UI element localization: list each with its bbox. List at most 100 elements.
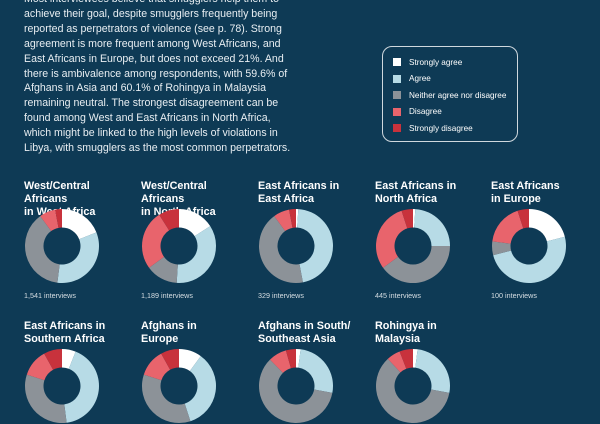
donut-chart [492, 209, 566, 283]
chart-title-line: in Europe [491, 193, 541, 205]
donut-slice-disagree [274, 209, 293, 232]
donut-slice-agree [415, 349, 450, 393]
chart-title-line: West/Central Africans [24, 180, 90, 205]
donut-slice-agree [297, 209, 333, 283]
donut-chart [25, 209, 100, 283]
legend-label: Strongly agree [409, 57, 463, 67]
legend-swatch-strongly-agree [393, 58, 401, 67]
chart-panel-afghans-europe: Afghans in Europe [141, 320, 251, 423]
donut-slice-neutral [25, 216, 60, 283]
donut-slice-neutral [149, 256, 178, 283]
intro-paragraph: Most interviewees believe that smugglers… [24, 0, 291, 155]
donut-slice-strongly-agree [296, 209, 299, 228]
chart-title-line: Southeast Asia [258, 333, 336, 345]
interview-count: 329 interviews [258, 291, 304, 300]
legend-label: Neither agree nor disagree [409, 90, 507, 100]
donut-slice-neutral [25, 374, 67, 423]
donut-chart [376, 209, 450, 283]
interview-count: 1,189 interviews [141, 291, 193, 300]
donut-chart [142, 349, 216, 423]
donut-slice-strongly-agree [296, 349, 301, 368]
legend-item-agree: Agree [393, 71, 507, 88]
chart-title-line: North Africa [375, 193, 437, 205]
donut-slice-strongly-disagree [289, 209, 296, 228]
donut-slice-strongly-disagree [44, 349, 62, 370]
donut-slice-disagree [26, 353, 54, 381]
donut-chart [259, 209, 333, 283]
donut-slice-disagree [143, 353, 171, 381]
chart-title: Afghans in South/ Southeast Asia [258, 320, 368, 346]
chart-panel-westcentral-west-africa: West/Central Africans in West Africa 1,5… [24, 180, 134, 300]
interview-count: 100 interviews [491, 291, 537, 300]
donut-slice-agree [414, 209, 450, 246]
legend-label: Agree [409, 74, 431, 84]
chart-title: Afghans in Europe [141, 320, 251, 346]
chart-title: East Africans in Southern Africa [24, 320, 134, 346]
donut-slice-agree [57, 232, 100, 283]
donut-slice-disagree [40, 209, 59, 232]
legend-item-strongly-disagree: Strongly disagree [393, 120, 507, 137]
donut-slice-neutral [383, 246, 450, 283]
donut-slice-strongly-agree [179, 209, 211, 237]
chart-panel-westcentral-north-africa: West/Central Africans in North Africa 1,… [141, 180, 251, 300]
legend-label: Strongly disagree [409, 123, 473, 133]
donut-chart [142, 209, 216, 283]
chart-title: East Africans in Europe [491, 180, 600, 206]
donut-slice-disagree [492, 210, 524, 244]
donut-slice-strongly-agree [179, 349, 201, 372]
donut-slice-strongly-disagree [55, 209, 62, 228]
donut-slice-strongly-agree [529, 209, 565, 242]
donut-slice-agree [493, 236, 566, 283]
donut-slice-neutral [142, 374, 191, 423]
chart-title-line: Europe [141, 333, 179, 345]
legend-item-disagree: Disagree [393, 104, 507, 121]
chart-panel-east-east-africa: East Africans in East Africa 329 intervi… [258, 180, 368, 300]
chart-title-line: Afghans in [141, 320, 197, 332]
legend-swatch-disagree [393, 107, 401, 116]
donut-slice-strongly-disagree [401, 209, 413, 229]
chart-panel-east-southern-africa: East Africans in Southern Africa [24, 320, 134, 423]
chart-panel-afghans-asia: Afghans in South/ Southeast Asia [258, 320, 368, 423]
chart-title: East Africans in East Africa [258, 180, 368, 206]
legend: Strongly agree Agree Neither agree nor d… [382, 46, 518, 142]
chart-title: East Africans in North Africa [375, 180, 485, 206]
chart-title-line: East Africans [491, 180, 560, 192]
donut-slice-agree [176, 226, 216, 283]
chart-title-line: East Africa [258, 193, 315, 205]
chart-title-line: Rohingya in [375, 320, 437, 332]
donut-slice-strongly-agree [413, 349, 418, 368]
donut-slice-disagree [270, 350, 291, 373]
donut-slice-strongly-disagree [285, 349, 296, 369]
chart-title-line: Southern Africa [24, 333, 105, 345]
chart-panel-east-north-africa: East Africans in North Africa 445 interv… [375, 180, 485, 300]
chart-panel-rohingya-malaysia: Rohingya in Malaysia [375, 320, 485, 423]
legend-label: Disagree [409, 107, 442, 117]
donut-slice-strongly-agree [62, 349, 76, 369]
donut-slice-strongly-disagree [399, 349, 413, 369]
donut-slice-neutral [259, 216, 303, 283]
donut-slice-disagree [142, 214, 170, 268]
interview-count: 445 interviews [375, 291, 421, 300]
donut-slice-disagree [387, 351, 407, 373]
chart-title-line: East Africans in [258, 180, 340, 192]
donut-slice-strongly-agree [62, 209, 97, 240]
chart-title-line: Malaysia [375, 333, 421, 345]
donut-slice-neutral [492, 241, 512, 256]
donut-slice-disagree [376, 210, 408, 268]
chart-title-line: Afghans in South/ [258, 320, 351, 332]
chart-title-line: East Africans in [24, 320, 106, 332]
chart-title: Rohingya in Malaysia [375, 320, 485, 346]
donut-chart [25, 349, 99, 423]
legend-item-neutral: Neither agree nor disagree [393, 87, 507, 104]
chart-panel-east-europe: East Africans in Europe 100 interviews [491, 180, 600, 300]
interview-count: 1,541 interviews [24, 291, 76, 300]
donut-chart [259, 349, 333, 423]
donut-slice-agree [298, 349, 333, 393]
donut-slice-strongly-disagree [161, 349, 179, 370]
donut-slice-strongly-disagree [159, 209, 179, 231]
donut-chart [376, 349, 450, 423]
legend-item-strongly-agree: Strongly agree [393, 54, 507, 71]
donut-slice-strongly-disagree [517, 209, 529, 229]
chart-title-line: East Africans in [375, 180, 457, 192]
legend-swatch-strongly-disagree [393, 124, 401, 133]
